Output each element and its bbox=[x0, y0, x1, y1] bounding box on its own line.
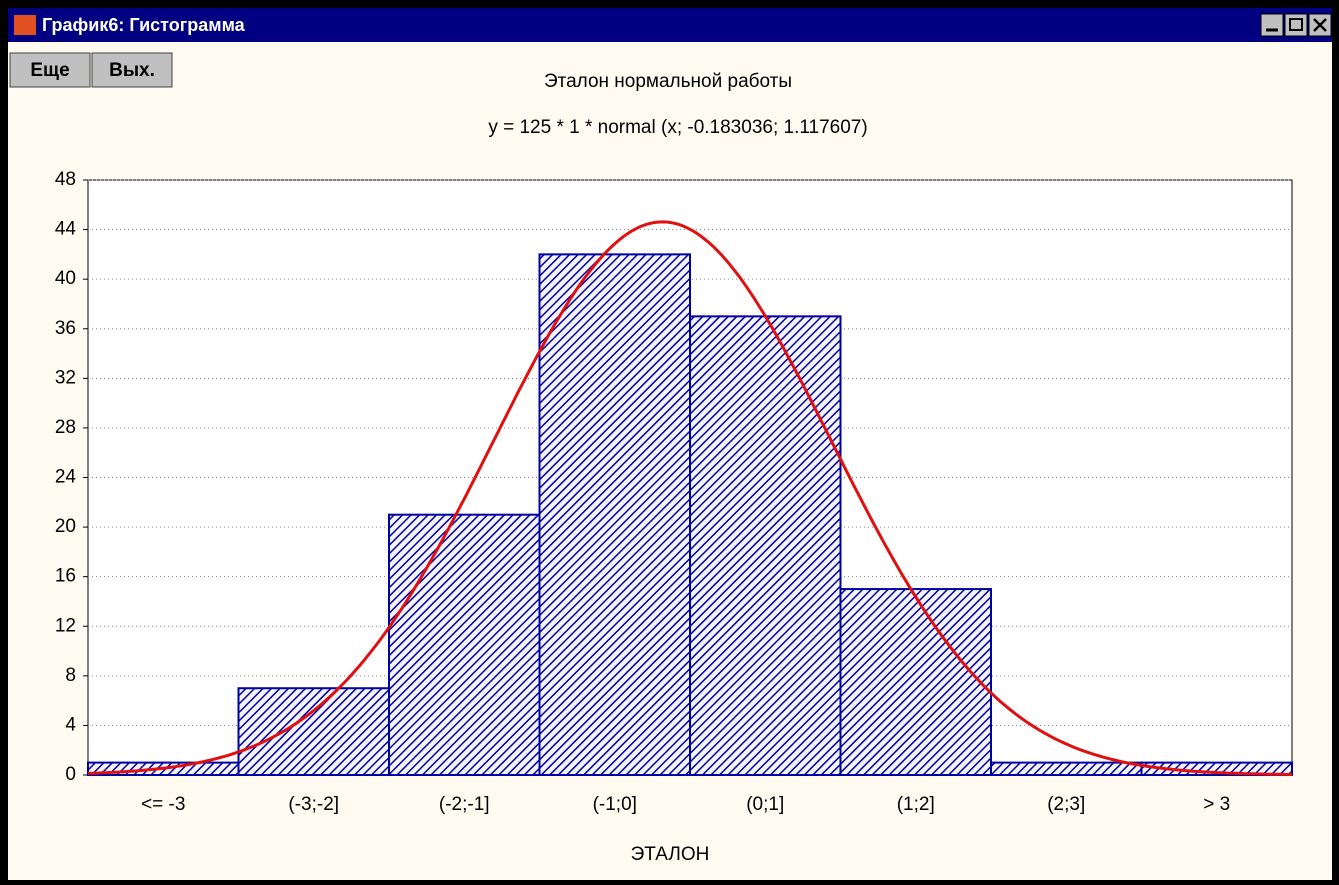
y-tick-label: 40 bbox=[55, 268, 76, 289]
y-tick-label: 0 bbox=[65, 764, 76, 785]
bar bbox=[990, 761, 1143, 777]
window-title: График6: Гистограмма bbox=[42, 15, 246, 35]
x-tick-label: (0;1] bbox=[746, 794, 784, 815]
button[interactable] bbox=[91, 52, 173, 88]
maximize[interactable] bbox=[1284, 13, 1308, 37]
y-tick-label: 16 bbox=[55, 566, 76, 587]
app-icon bbox=[14, 15, 36, 35]
y-tick-label: 32 bbox=[55, 367, 76, 388]
x-tick-label: > 3 bbox=[1203, 794, 1230, 815]
bar bbox=[538, 253, 691, 776]
x-tick-label: (-2;-1] bbox=[439, 794, 490, 815]
button-label[interactable]: Еще bbox=[30, 60, 69, 81]
x-tick-label: (-1;0] bbox=[593, 794, 637, 815]
y-tick-label: 44 bbox=[55, 219, 77, 240]
title-bar bbox=[8, 8, 1332, 42]
x-tick-label: <= -3 bbox=[141, 794, 185, 815]
x-tick-label: (2;3] bbox=[1047, 794, 1085, 815]
y-tick-label: 24 bbox=[55, 467, 77, 488]
x-tick-label: (-3;-2] bbox=[288, 794, 339, 815]
x-tick-label: (1;2] bbox=[897, 794, 935, 815]
window-controls[interactable] bbox=[1260, 13, 1332, 37]
x-axis-label: ЭТАЛОН bbox=[631, 844, 710, 865]
y-tick-label: 8 bbox=[65, 665, 76, 686]
bar bbox=[388, 513, 541, 776]
chart-subtitle: y = 125 * 1 * normal (x; -0.183036; 1.11… bbox=[488, 117, 867, 138]
y-tick-label: 36 bbox=[55, 318, 76, 339]
fit-curve bbox=[87, 220, 1292, 776]
bar bbox=[1140, 761, 1293, 777]
y-tick-label: 12 bbox=[55, 615, 76, 636]
minimize[interactable] bbox=[1260, 13, 1284, 37]
y-tick-label: 48 bbox=[55, 169, 76, 190]
bar bbox=[237, 687, 390, 777]
y-tick-label: 4 bbox=[65, 714, 76, 735]
bar bbox=[839, 588, 992, 776]
button[interactable] bbox=[9, 52, 91, 88]
bar bbox=[689, 315, 842, 776]
y-tick-label: 20 bbox=[55, 516, 76, 537]
chart-title: Эталон нормальной работы bbox=[544, 71, 792, 92]
y-tick-label: 28 bbox=[55, 417, 76, 438]
button-label[interactable]: Вых. bbox=[109, 60, 155, 81]
